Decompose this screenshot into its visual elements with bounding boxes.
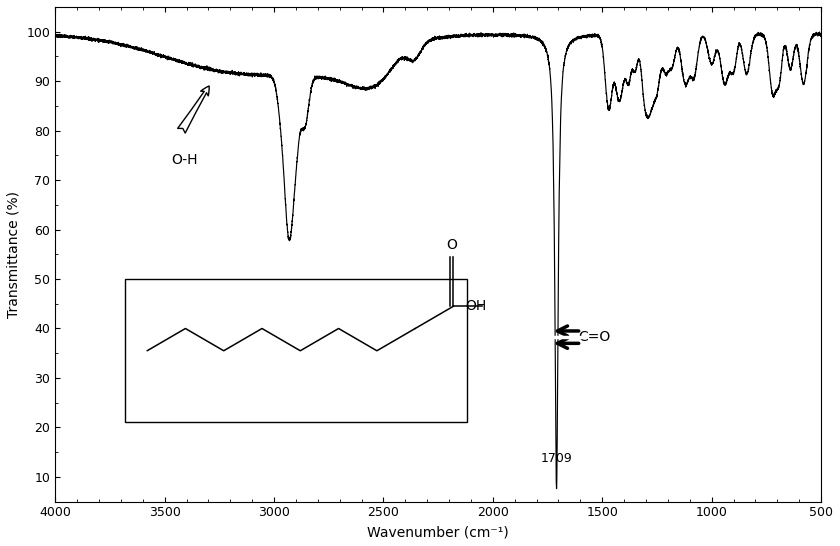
Text: OH: OH: [465, 299, 486, 313]
X-axis label: Wavenumber (cm⁻¹): Wavenumber (cm⁻¹): [367, 525, 509, 539]
Text: 1709: 1709: [541, 452, 572, 465]
Text: O-H: O-H: [171, 153, 197, 167]
Text: O: O: [446, 238, 457, 252]
Bar: [125, 279, 466, 423]
Text: C=O: C=O: [578, 330, 611, 345]
Y-axis label: Transmittance (%): Transmittance (%): [7, 191, 21, 318]
